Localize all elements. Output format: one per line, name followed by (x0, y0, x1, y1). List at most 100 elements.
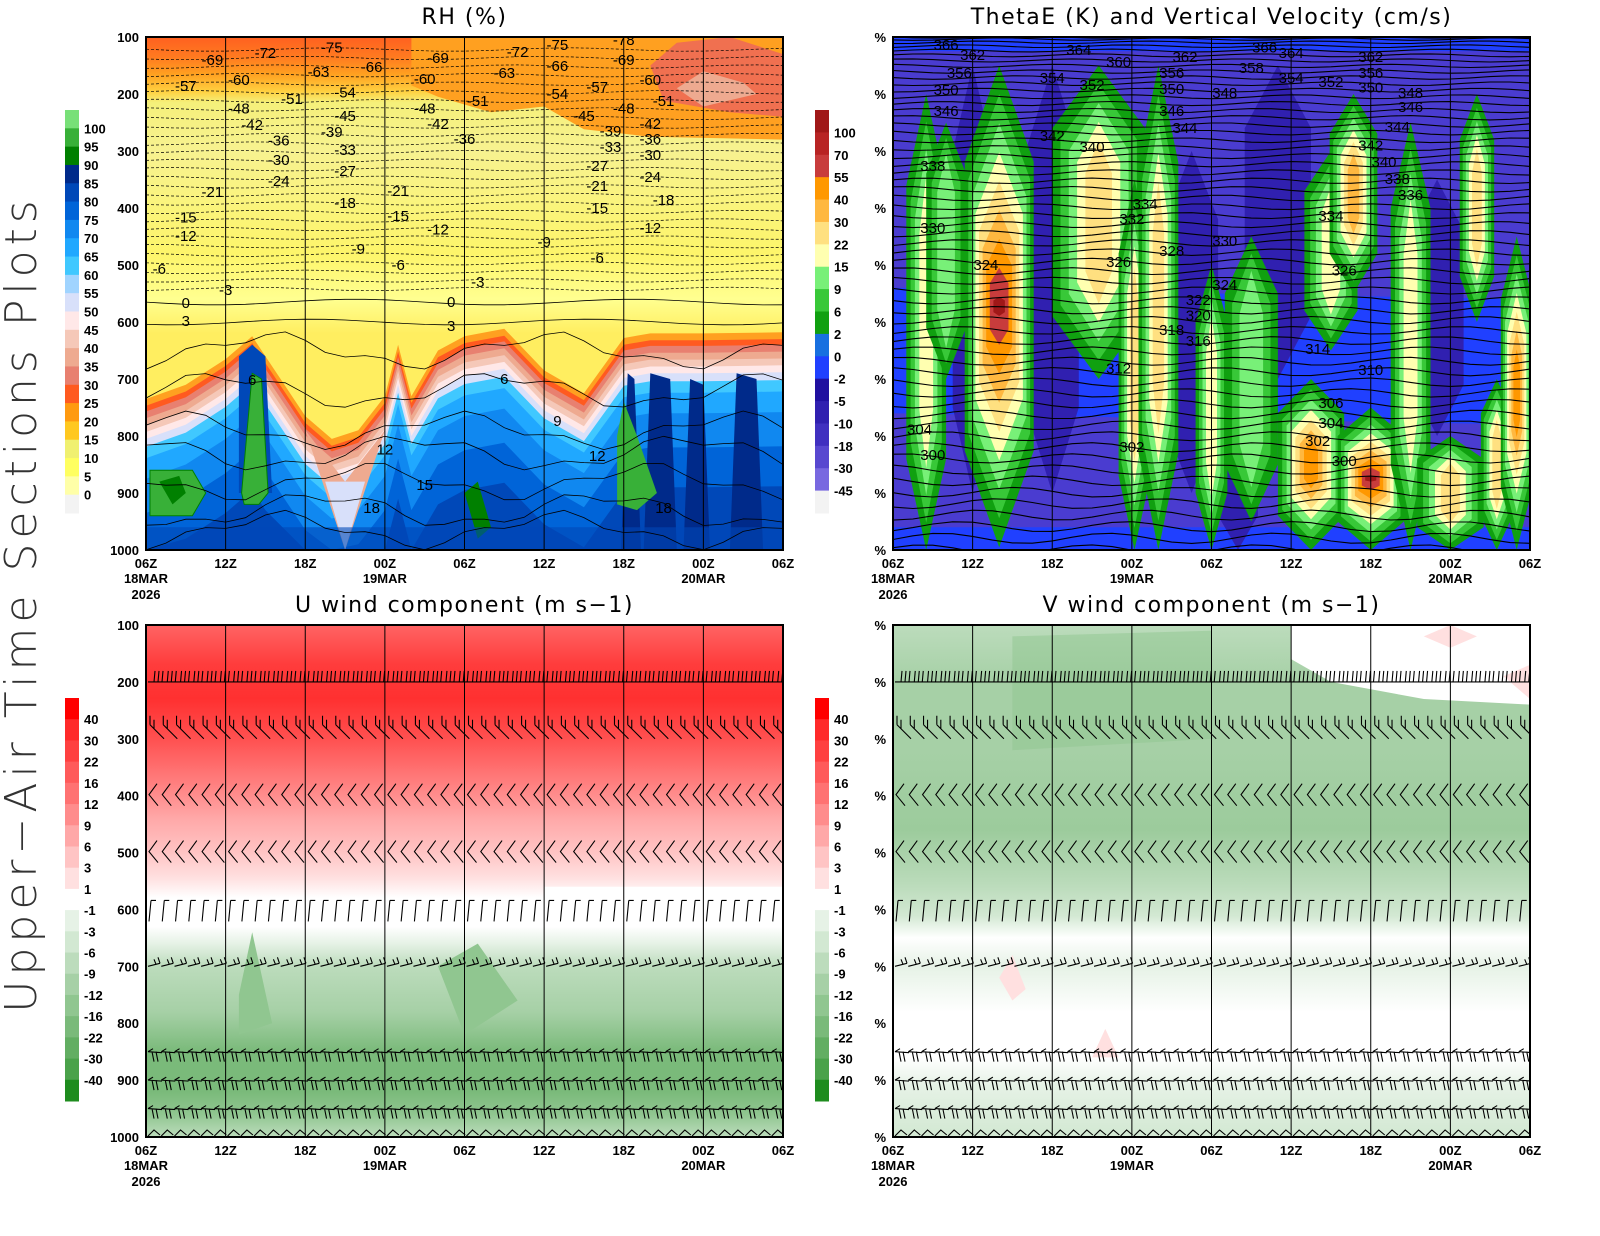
wind-barb (320, 899, 329, 922)
colorbar-swatch (65, 782, 79, 805)
wind-barb (1319, 957, 1333, 967)
wind-barb (772, 783, 783, 807)
wind-barb (1094, 783, 1105, 807)
wind-barb (147, 957, 161, 967)
wind-barb (519, 1048, 534, 1062)
wind-barb (731, 670, 748, 683)
wind-barb (147, 1076, 163, 1091)
x-tick-label: 18Z (1041, 556, 1063, 571)
contour-label: 300 (920, 447, 945, 464)
y-tick-label: 100 (117, 30, 139, 45)
wind-barb (440, 899, 448, 922)
wind-barb (466, 783, 477, 807)
y-tick-label: 800 (117, 1016, 139, 1031)
contour-label: 312 (1106, 361, 1131, 378)
wind-barb (934, 1129, 948, 1137)
wind-barb (1334, 715, 1350, 740)
rh-very-dry-core (676, 71, 757, 107)
wind-barb (519, 1076, 534, 1091)
colorbar-label: 22 (84, 755, 98, 770)
wind-barb (1438, 1129, 1452, 1137)
wind-barb (599, 670, 615, 683)
wind-barb (1465, 1076, 1480, 1091)
colorbar-swatch (815, 490, 829, 514)
wind-barb (1319, 840, 1331, 863)
wind-barb (506, 840, 517, 863)
wind-barb (360, 1076, 375, 1091)
wind-barb (187, 1076, 202, 1091)
wind-barb (1053, 1048, 1069, 1062)
colorbar-label: -6 (84, 946, 96, 961)
wind-barb (599, 840, 610, 863)
wind-barb (1133, 1048, 1148, 1062)
wind-barb (1293, 783, 1304, 807)
contour-label: 18 (363, 500, 380, 517)
colorbar-label: 25 (84, 396, 98, 411)
wind-barb (1359, 1105, 1374, 1119)
wind-barb (1333, 840, 1344, 863)
wind-barb (771, 1048, 783, 1062)
y-tick-label: % (874, 959, 886, 974)
contour-label: -18 (653, 192, 675, 209)
wind-barb (1413, 899, 1421, 922)
wind-barb (148, 670, 164, 683)
contour-label: 340 (1372, 154, 1397, 171)
wind-barb (1319, 1076, 1334, 1091)
wind-barb (1412, 1129, 1425, 1137)
wind-barb (1093, 957, 1107, 967)
x-tick-label: 00Z (374, 556, 396, 571)
wind-barb (948, 899, 957, 922)
wind-barb (1465, 840, 1477, 863)
wind-barb (731, 957, 745, 967)
wind-barb (947, 1048, 963, 1062)
wind-barb (921, 783, 932, 807)
wind-barb (745, 899, 754, 922)
wind-barb (427, 899, 435, 922)
wind-barb (974, 1076, 989, 1091)
x-tick-label: 00Z (1439, 556, 1461, 571)
wind-barb (935, 783, 946, 807)
x-tick-label: 12Z (1280, 556, 1302, 571)
wind-barb (453, 670, 469, 683)
wind-barb (1427, 715, 1443, 740)
wind-barb (1387, 715, 1403, 740)
x-tick-label: 12Z (961, 556, 983, 571)
wind-barb (651, 1129, 665, 1137)
wind-barb (1000, 1105, 1016, 1119)
colorbar-label: -30 (84, 1052, 103, 1067)
wind-barb (1133, 1129, 1147, 1137)
wind-barb (909, 715, 925, 740)
wind-barb (174, 1105, 189, 1119)
wind-barb (1292, 1129, 1306, 1137)
wind-barb (692, 840, 703, 863)
wind-barb (961, 783, 972, 807)
wind-barb (373, 1129, 386, 1137)
wind-barb (1399, 670, 1415, 683)
wind-barb (1226, 957, 1240, 967)
wind-barb (1027, 670, 1044, 683)
wind-barb (612, 1076, 627, 1091)
wind-barb (161, 783, 172, 807)
wind-barb (147, 1129, 161, 1137)
vv-ascent-layer (1492, 420, 1502, 509)
wind-barb (1173, 1048, 1188, 1062)
contour-label: -45 (573, 108, 595, 125)
panel-rh: -69 -72 -75-66-69 -72 -75-66-78-69-57 -60 -63-… (65, 5, 794, 602)
colorbar-label: 30 (834, 733, 848, 748)
contour-label: 342 (1040, 128, 1065, 145)
wind-barb (387, 840, 398, 863)
wind-barb (585, 1076, 600, 1091)
wind-barb (1120, 783, 1132, 807)
wind-barb (1279, 1105, 1294, 1119)
wind-barb (1292, 1048, 1308, 1062)
x-date-label: 19MAR (1110, 571, 1155, 586)
colorbar-swatch (815, 199, 829, 223)
wind-barb (466, 899, 475, 922)
wind-barb (1120, 1048, 1135, 1062)
wind-barb (1107, 1048, 1122, 1062)
wind-barb (1054, 670, 1070, 683)
wind-barb (267, 1105, 282, 1119)
colorbar-label: 6 (834, 305, 841, 320)
wind-barb (1319, 670, 1336, 683)
wind-barb (214, 1048, 229, 1062)
